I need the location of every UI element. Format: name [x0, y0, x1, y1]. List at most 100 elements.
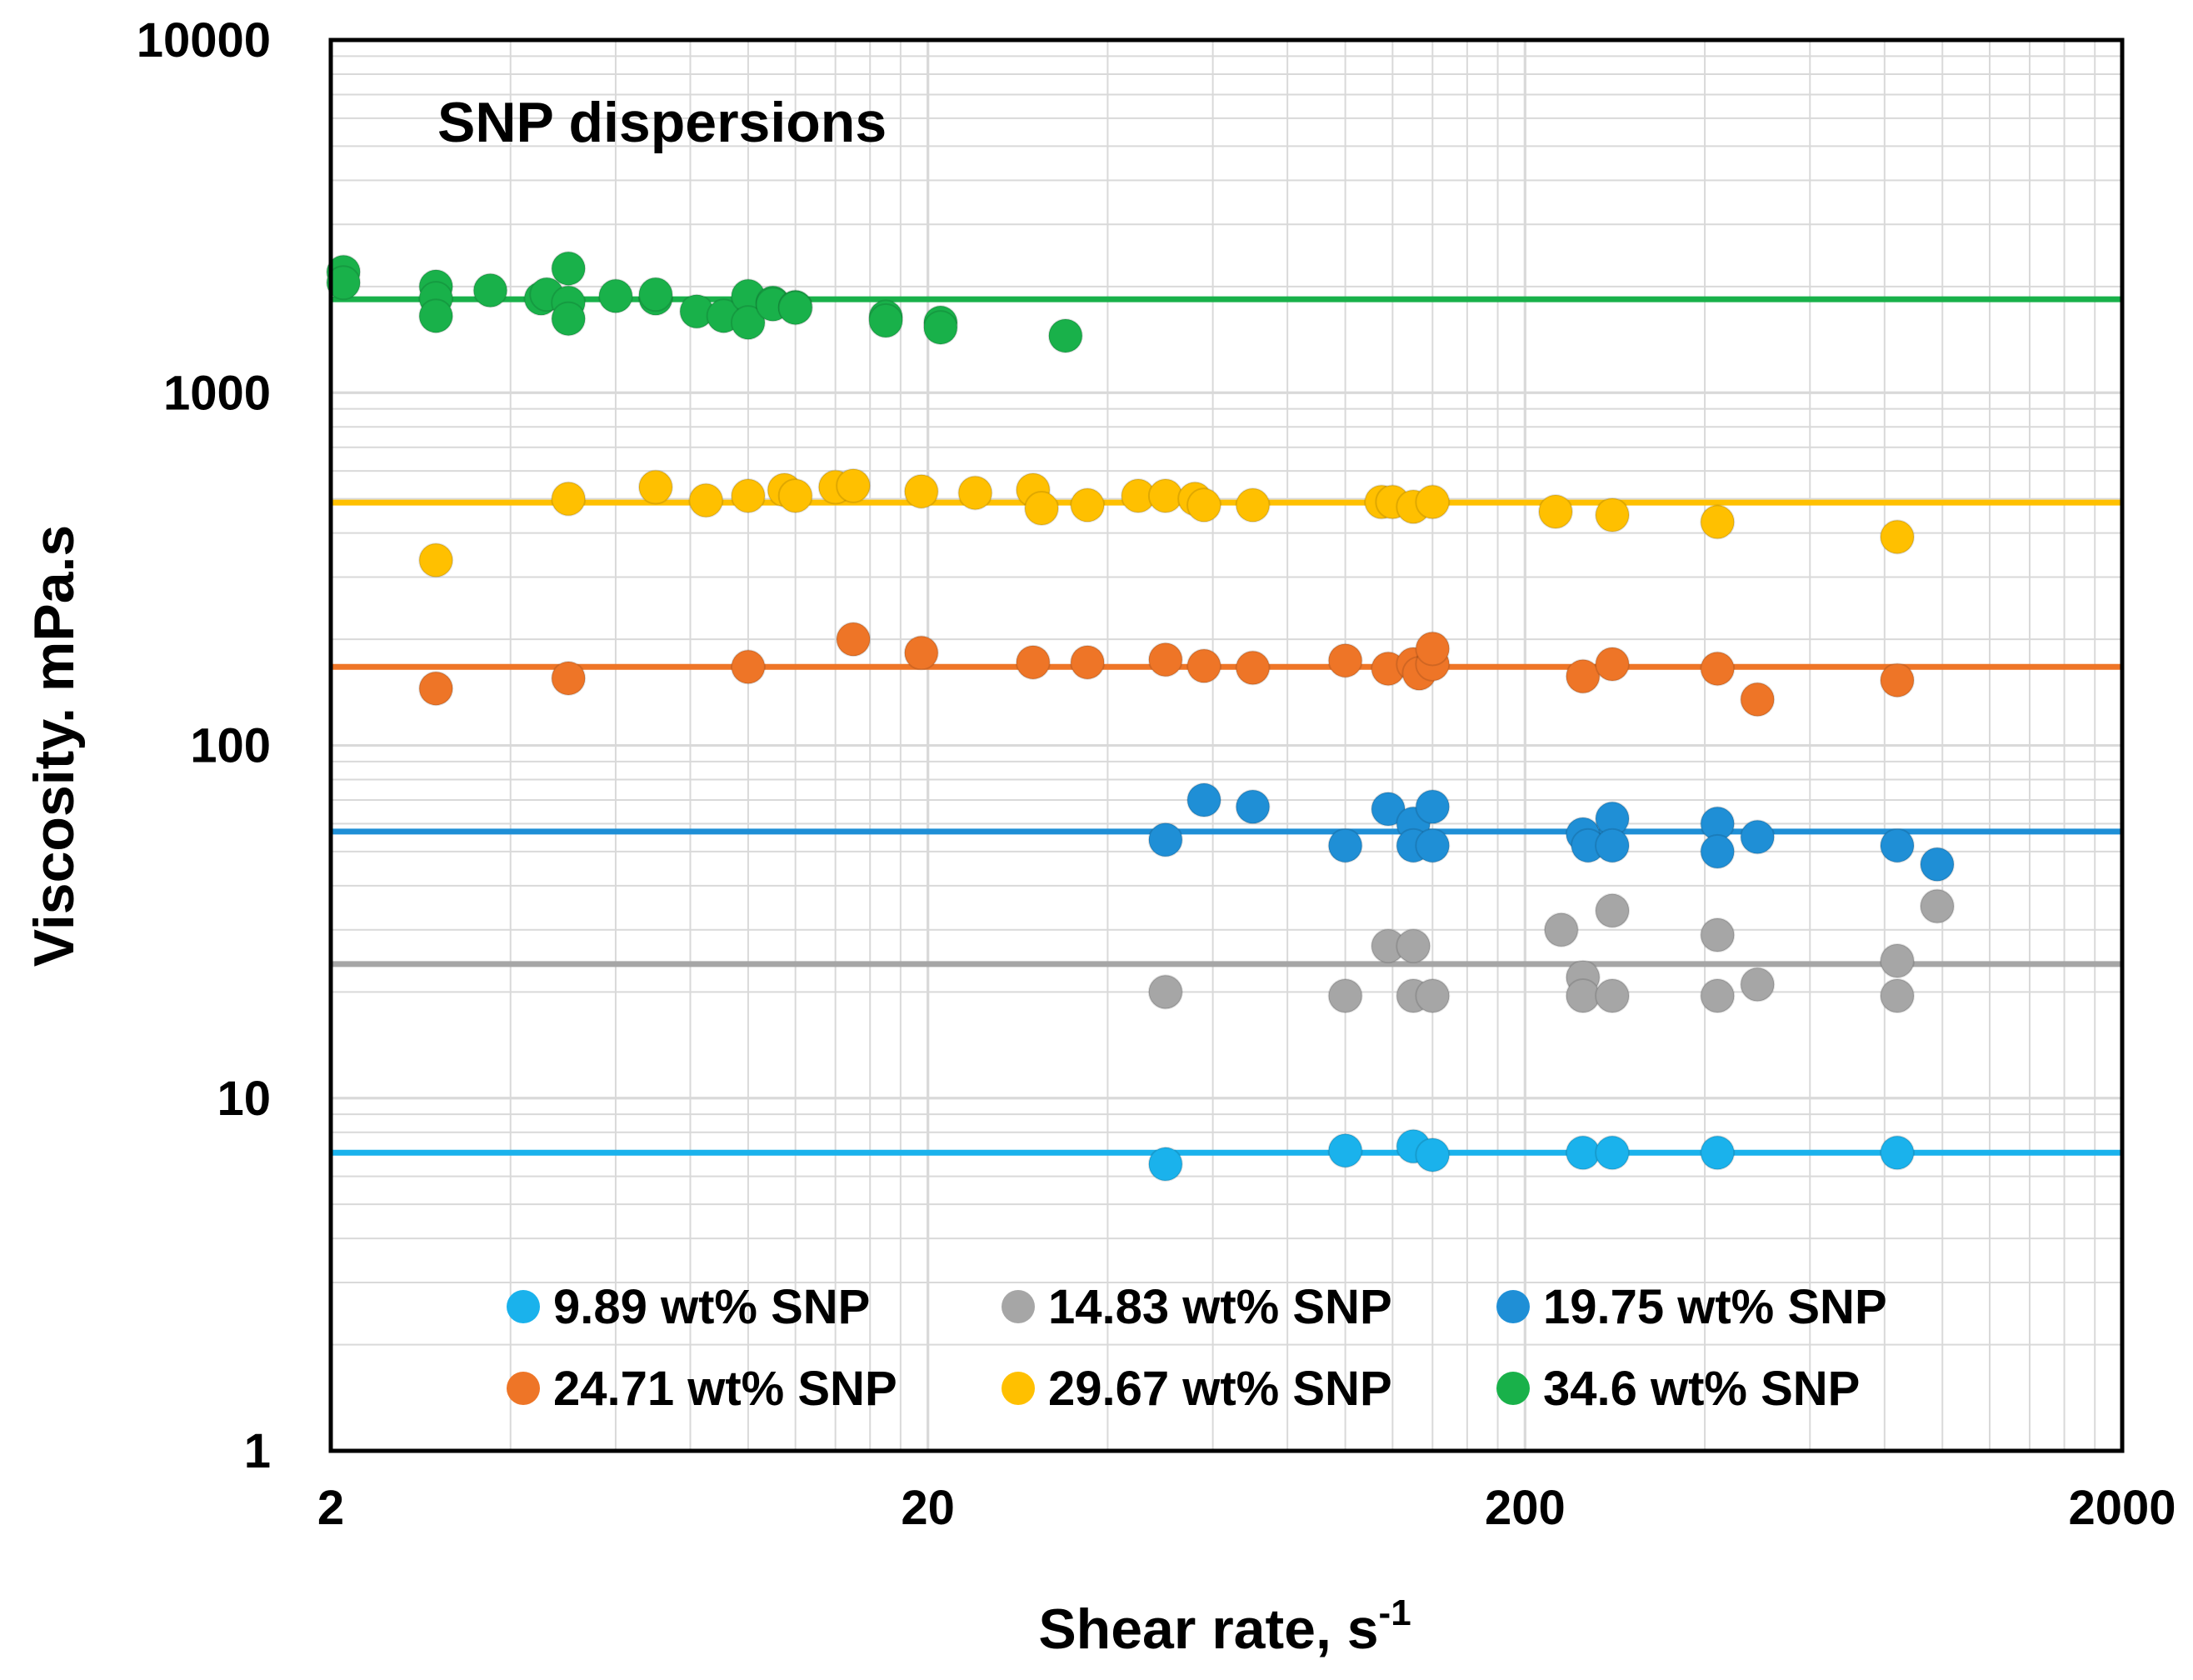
- x-tick-label: 20: [901, 1481, 955, 1535]
- data-point: [1919, 847, 1955, 882]
- data-point: [730, 649, 766, 685]
- data-point: [868, 302, 904, 338]
- data-point: [551, 481, 587, 517]
- y-tick-label: 10: [217, 1072, 271, 1126]
- data-point: [551, 301, 587, 337]
- data-point: [597, 278, 633, 314]
- data-point: [1595, 498, 1631, 533]
- data-point: [637, 277, 673, 312]
- data-point: [1147, 1146, 1183, 1182]
- data-point: [1327, 1132, 1363, 1168]
- plot-title: SNP dispersions: [437, 91, 887, 154]
- y-axis-title: Viscosity. mPa.s: [22, 525, 86, 967]
- legend-marker: [507, 1290, 540, 1323]
- legend-marker: [507, 1372, 540, 1405]
- data-point: [1879, 519, 1915, 555]
- plot-frame: [328, 38, 2125, 1453]
- legend-marker: [1002, 1372, 1035, 1405]
- data-point: [1879, 978, 1915, 1013]
- data-point: [1700, 833, 1736, 869]
- x-axis-title: Shear rate, s-1: [1038, 1592, 1411, 1661]
- data-point: [1024, 491, 1060, 527]
- data-point: [836, 468, 872, 503]
- data-point: [1740, 819, 1776, 855]
- y-tick-label: 10000: [137, 13, 271, 68]
- data-point: [1147, 478, 1183, 514]
- data-point: [1415, 978, 1451, 1013]
- data-point: [1565, 658, 1601, 694]
- data-point: [730, 305, 766, 341]
- legend-label: 29.67 wt% SNP: [1048, 1362, 1392, 1416]
- data-point: [1147, 822, 1183, 858]
- data-point: [688, 482, 724, 518]
- data-point: [1415, 789, 1451, 825]
- data-point: [551, 251, 587, 287]
- legend-marker: [1496, 1372, 1530, 1405]
- legend-marker: [1496, 1290, 1530, 1323]
- data-point: [1235, 488, 1271, 523]
- data-point: [1879, 828, 1915, 863]
- x-tick-label: 2: [317, 1481, 344, 1535]
- data-point: [1015, 644, 1051, 680]
- data-point: [1700, 651, 1736, 687]
- data-point: [1235, 789, 1271, 825]
- data-point: [1595, 978, 1631, 1013]
- data-point: [836, 622, 872, 658]
- data-point: [922, 310, 958, 346]
- data-point: [1327, 828, 1363, 863]
- data-point: [1371, 791, 1406, 827]
- data-point: [418, 298, 454, 334]
- data-point: [1070, 488, 1106, 523]
- x-axis-title-superscript: -1: [1379, 1592, 1411, 1633]
- data-point: [1879, 943, 1915, 979]
- data-point: [551, 660, 587, 696]
- data-point: [1740, 682, 1776, 718]
- data-point: [903, 473, 939, 509]
- legend-label: 14.83 wt% SNP: [1048, 1280, 1392, 1334]
- data-point: [1415, 1137, 1451, 1172]
- data-point: [418, 542, 454, 578]
- data-point: [1047, 318, 1083, 353]
- data-point: [1327, 642, 1363, 678]
- legend-label: 9.89 wt% SNP: [553, 1280, 870, 1334]
- data-point: [957, 475, 993, 511]
- fit-lines: [331, 296, 2122, 1156]
- data-point: [730, 478, 766, 514]
- data-point: [1740, 967, 1776, 1002]
- legend: 9.89 wt% SNP 14.83 wt% SNP 19.75 wt% SNP 24…: [507, 1280, 1887, 1416]
- data-point: [1415, 828, 1451, 863]
- data-point: [1595, 892, 1631, 928]
- data-point: [1565, 978, 1601, 1013]
- legend-label: 34.6 wt% SNP: [1543, 1362, 1860, 1416]
- grid-lines: [329, 38, 2124, 1452]
- x-axis-title-text: Shear rate, s: [1038, 1598, 1378, 1661]
- data-point: [1879, 1135, 1915, 1171]
- data-point: [418, 671, 454, 707]
- data-point: [903, 635, 939, 671]
- data-point: [1186, 488, 1222, 523]
- data-point: [1396, 928, 1431, 964]
- data-point: [1415, 631, 1451, 667]
- y-tick-labels: 1 10 100 1000 10000: [137, 13, 271, 1478]
- x-tick-label: 2000: [2068, 1481, 2176, 1535]
- data-point: [1415, 484, 1451, 520]
- data-point: [1327, 978, 1363, 1013]
- y-tick-label: 100: [190, 719, 271, 773]
- data-point: [1537, 493, 1573, 529]
- data-point: [1879, 662, 1915, 698]
- x-tick-labels: 2 20 200 2000: [317, 1481, 2176, 1535]
- data-point: [1700, 918, 1736, 953]
- data-point: [1070, 644, 1106, 680]
- data-point: [326, 265, 362, 301]
- data-point: [1595, 646, 1631, 682]
- data-point: [1595, 828, 1631, 863]
- data-point: [777, 478, 813, 514]
- y-tick-label: 1000: [163, 366, 271, 420]
- data-point: [1700, 504, 1736, 540]
- data-point: [1147, 642, 1183, 678]
- data-point: [637, 469, 673, 505]
- data-point: [1543, 912, 1579, 948]
- data-point: [1186, 782, 1222, 818]
- legend-label: 19.75 wt% SNP: [1543, 1280, 1887, 1334]
